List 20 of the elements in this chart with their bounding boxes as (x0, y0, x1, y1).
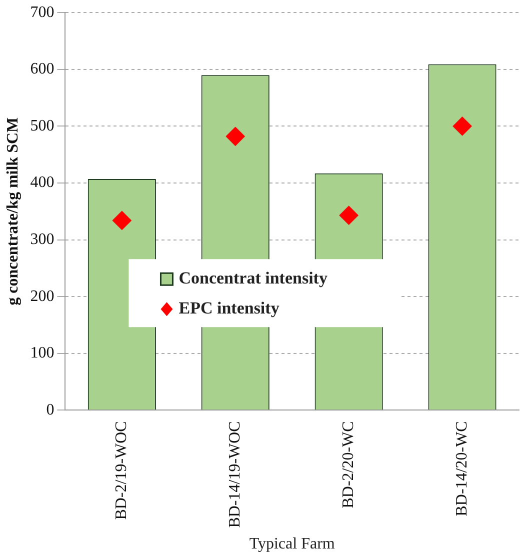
y-tick-label: 200 (30, 288, 54, 305)
y-tick-label: 300 (30, 230, 54, 248)
x-axis-title: Typical Farm (249, 536, 336, 553)
legend-label: Concentrat intensity (178, 268, 328, 288)
y-tick-label: 600 (30, 60, 54, 78)
x-tick-label: BD-2/19-WOC (113, 421, 130, 520)
y-tick-label: 100 (30, 344, 54, 362)
point (452, 116, 472, 136)
x-tick-label: BD-14/20-WC (453, 421, 470, 516)
point (112, 210, 132, 230)
y-tick-label: 700 (30, 4, 54, 21)
point (226, 126, 245, 146)
legend-label: EPC intensity (178, 298, 280, 318)
y-tick-label: 400 (30, 174, 54, 192)
y-tick-label: 500 (30, 117, 54, 134)
y-tick-label: 0 (46, 401, 54, 418)
y-axis-title: g concentrate/kg milk SCM (4, 117, 22, 306)
x-tick-label: BD-14/19-WOC (226, 421, 244, 528)
x-tick-label: BD-2/20-WC (340, 421, 358, 508)
point (339, 206, 358, 225)
